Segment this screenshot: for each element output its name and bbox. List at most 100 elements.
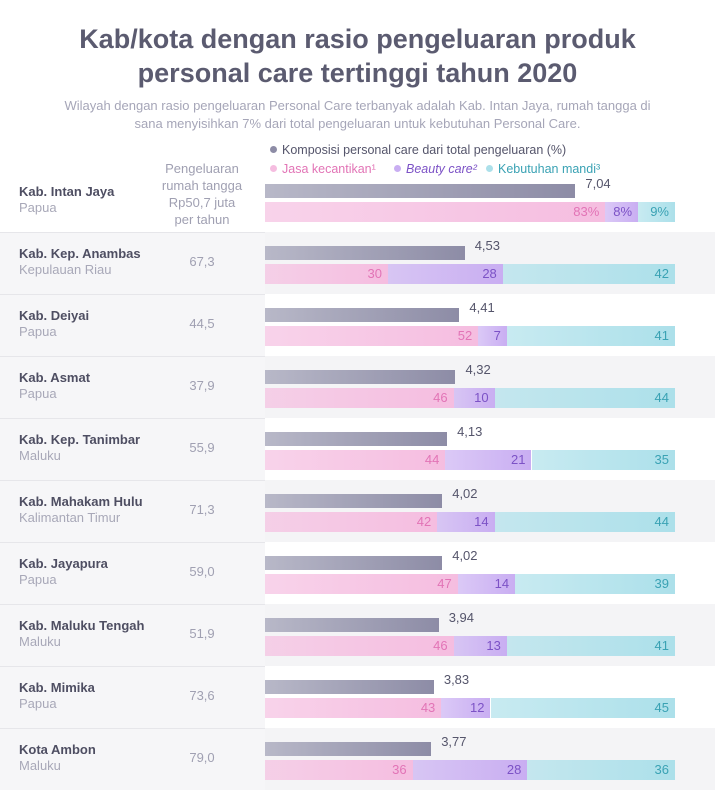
stack-label: 7 — [493, 328, 501, 343]
legend-item: Jasa kecantikan¹ — [270, 162, 376, 176]
stack-segment — [265, 512, 438, 532]
stack-segment — [494, 512, 675, 532]
legend-item: Komposisi personal care dari total penge… — [270, 143, 566, 157]
stack-label: 14 — [494, 576, 510, 591]
legend-item: Kebutuhan mandi³ — [486, 162, 600, 176]
stack-label: 9% — [650, 204, 669, 219]
stack-label: 30 — [367, 266, 382, 281]
category-name: Kab. Asmat — [19, 370, 91, 385]
stack-label: 47 — [437, 576, 452, 591]
stack-label: 12 — [470, 700, 485, 715]
stack-label: 13 — [486, 638, 501, 653]
region-name: Papua — [19, 386, 57, 401]
stack-label: 52 — [457, 328, 473, 343]
left-cell — [0, 356, 265, 418]
stack-label: 36 — [392, 762, 407, 777]
category-name: Kab. Mahakam Hulu — [19, 494, 143, 509]
spending-value: 55,9 — [189, 440, 215, 455]
stack-label: 43 — [420, 700, 436, 715]
stack-label: 35 — [654, 452, 669, 467]
bar — [265, 494, 443, 508]
stack-label: 42 — [416, 514, 432, 529]
row-stripe — [265, 728, 715, 790]
stack-segment — [515, 574, 675, 594]
stack-segment — [265, 264, 388, 284]
value-label: 7,04 — [585, 176, 611, 191]
stack-segment — [412, 760, 528, 780]
category-name: Kab. Maluku Tengah — [19, 618, 145, 633]
value-label: 3,83 — [443, 672, 470, 687]
value-label: 4,13 — [457, 424, 483, 439]
legend-item: Beauty care² — [394, 162, 477, 176]
stack-segment — [494, 388, 675, 408]
stack-segment — [265, 636, 454, 656]
stack-label: 41 — [654, 328, 669, 343]
stack-segment — [527, 760, 675, 780]
stack-label: 8% — [613, 204, 633, 219]
value-label: 4,53 — [474, 238, 501, 253]
spending-header: Pengeluaran rumah tangga Rp50,7 juta per… — [161, 161, 243, 227]
category-name: Kab. Kep. Tanimbar — [19, 432, 141, 447]
stack-label: 28 — [506, 762, 522, 777]
stack-segment — [445, 450, 532, 470]
stack-segment — [457, 574, 516, 594]
row-stripe — [265, 604, 715, 666]
value-label: 4,41 — [469, 300, 495, 315]
stack-label: 46 — [433, 638, 448, 653]
stack-label: 45 — [654, 700, 669, 715]
value-label: 3,94 — [448, 610, 474, 625]
spending-value: 73,6 — [189, 688, 215, 703]
bar — [265, 432, 448, 446]
stack-segment — [265, 450, 446, 470]
spending-value: 71,3 — [189, 502, 215, 517]
bar — [265, 556, 443, 570]
stack-label: 14 — [474, 514, 489, 529]
value-label: 4,32 — [465, 362, 491, 377]
value-label: 4,02 — [452, 486, 478, 501]
category-name: Kab. Jayapura — [19, 556, 108, 571]
row-stripe — [265, 480, 715, 542]
spending-value: 37,9 — [189, 378, 215, 393]
bar — [265, 742, 432, 756]
spending-value: 51,9 — [189, 626, 215, 641]
bar — [265, 184, 576, 198]
region-name: Kalimantan Timur — [19, 510, 121, 525]
region-name: Papua — [19, 572, 57, 587]
region-name: Maluku — [19, 758, 61, 773]
stack-segment — [453, 636, 507, 656]
category-name: Kab. Deiyai — [19, 308, 90, 323]
chart-title: Kab/kota dengan rasio pengeluaran produk… — [79, 24, 636, 88]
stack-label: 44 — [654, 390, 669, 405]
stack-segment — [453, 388, 495, 408]
region-name: Papua — [19, 200, 57, 215]
stack-label: 28 — [482, 266, 497, 281]
stack-segment — [265, 698, 442, 718]
stack-segment — [441, 698, 491, 718]
legend-label: Komposisi personal care dari total penge… — [282, 143, 567, 157]
left-cell — [0, 480, 265, 542]
stack-segment — [506, 636, 675, 656]
stack-segment — [265, 326, 479, 346]
stack-label: 21 — [511, 452, 526, 467]
left-cell — [0, 604, 265, 666]
region-name: Papua — [19, 696, 57, 711]
stack-segment — [502, 264, 675, 284]
stack-segment — [638, 202, 675, 222]
stack-label: 44 — [424, 452, 440, 467]
stack-segment — [265, 202, 606, 222]
bar — [265, 246, 465, 260]
left-cell — [0, 418, 265, 480]
region-name: Maluku — [19, 634, 61, 649]
category-name: Kab. Intan Jaya — [19, 184, 115, 199]
stack-segment — [531, 450, 675, 470]
legend-label: Jasa kecantikan¹ — [282, 162, 376, 176]
stack-segment — [478, 326, 507, 346]
spending-value: 67,3 — [189, 254, 215, 269]
stack-segment — [265, 760, 413, 780]
left-cell — [0, 666, 265, 728]
stack-label: 10 — [474, 390, 489, 405]
bar — [265, 680, 434, 694]
stack-label: 44 — [654, 514, 669, 529]
value-label: 4,02 — [452, 548, 478, 563]
